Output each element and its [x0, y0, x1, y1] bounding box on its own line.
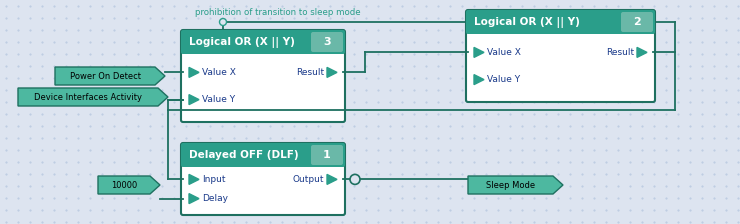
Text: Result: Result [606, 48, 634, 57]
FancyBboxPatch shape [181, 143, 345, 167]
Circle shape [350, 174, 360, 184]
Polygon shape [327, 67, 337, 78]
Text: Value Y: Value Y [487, 75, 520, 84]
FancyBboxPatch shape [311, 145, 343, 165]
Text: 2: 2 [633, 17, 641, 27]
Text: 10000: 10000 [111, 181, 137, 190]
Polygon shape [18, 88, 168, 106]
FancyBboxPatch shape [621, 12, 653, 32]
Polygon shape [637, 47, 647, 57]
Text: Logical OR (X || Y): Logical OR (X || Y) [474, 17, 580, 28]
FancyBboxPatch shape [181, 30, 345, 54]
Polygon shape [189, 67, 199, 78]
Polygon shape [474, 75, 484, 85]
Text: Input: Input [202, 175, 226, 184]
Polygon shape [189, 95, 199, 105]
FancyBboxPatch shape [466, 10, 655, 102]
Polygon shape [474, 47, 484, 57]
Polygon shape [468, 176, 563, 194]
Text: Device Interfaces Activity: Device Interfaces Activity [34, 93, 142, 101]
FancyBboxPatch shape [181, 30, 345, 122]
Text: Value X: Value X [487, 48, 521, 57]
Text: 1: 1 [323, 150, 331, 160]
Polygon shape [55, 67, 165, 85]
Polygon shape [98, 176, 160, 194]
Text: Value X: Value X [202, 68, 236, 77]
Polygon shape [189, 174, 199, 184]
FancyBboxPatch shape [181, 143, 345, 215]
Polygon shape [189, 194, 199, 204]
Text: prohibition of transition to sleep mode: prohibition of transition to sleep mode [195, 8, 360, 17]
Text: Delayed OFF (DLF): Delayed OFF (DLF) [189, 150, 299, 160]
Circle shape [220, 19, 226, 26]
Text: Value Y: Value Y [202, 95, 235, 104]
Text: Logical OR (X || Y): Logical OR (X || Y) [189, 37, 295, 47]
Text: 3: 3 [323, 37, 331, 47]
Text: Output: Output [292, 175, 324, 184]
Text: Power On Detect: Power On Detect [70, 71, 141, 80]
Text: Delay: Delay [202, 194, 228, 203]
FancyBboxPatch shape [311, 32, 343, 52]
FancyBboxPatch shape [466, 10, 655, 34]
Polygon shape [327, 174, 337, 184]
Text: Sleep Mode: Sleep Mode [486, 181, 535, 190]
Text: Result: Result [296, 68, 324, 77]
